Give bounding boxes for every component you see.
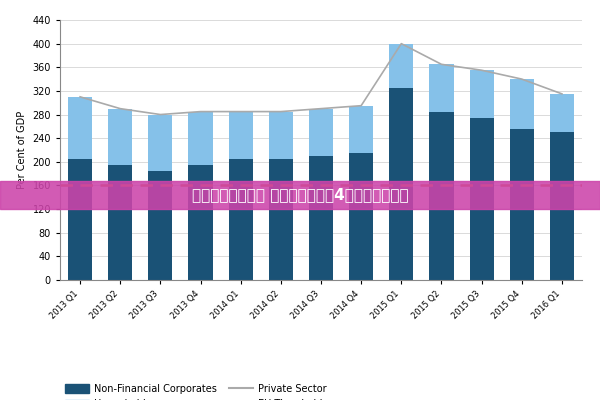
Bar xyxy=(349,153,373,280)
Bar xyxy=(68,97,92,159)
Bar xyxy=(188,112,212,165)
Bar xyxy=(148,171,172,280)
Bar xyxy=(349,106,373,153)
Bar xyxy=(108,109,132,165)
Bar xyxy=(550,94,574,132)
Bar xyxy=(269,159,293,280)
Bar xyxy=(108,165,132,280)
Y-axis label: Per Cent of GDP: Per Cent of GDP xyxy=(17,111,27,189)
Legend: Non-Financial Corporates, Households, Private Sector, EU Threshold: Non-Financial Corporates, Households, Pr… xyxy=(65,384,326,400)
Text: 福州股票配资开户 平安銀行新提交4件商标注册申请: 福州股票配资开户 平安銀行新提交4件商标注册申请 xyxy=(191,188,409,202)
Bar xyxy=(269,112,293,159)
Bar xyxy=(229,112,253,159)
Bar xyxy=(430,64,454,112)
Bar xyxy=(148,114,172,171)
Bar xyxy=(389,44,413,88)
Bar xyxy=(510,79,534,129)
Bar xyxy=(550,132,574,280)
Bar xyxy=(309,109,333,156)
Bar xyxy=(430,112,454,280)
Bar xyxy=(389,88,413,280)
Bar xyxy=(188,165,212,280)
Bar xyxy=(229,159,253,280)
Bar xyxy=(470,118,494,280)
Bar xyxy=(510,129,534,280)
Bar xyxy=(470,70,494,118)
Bar xyxy=(68,159,92,280)
Bar xyxy=(309,156,333,280)
